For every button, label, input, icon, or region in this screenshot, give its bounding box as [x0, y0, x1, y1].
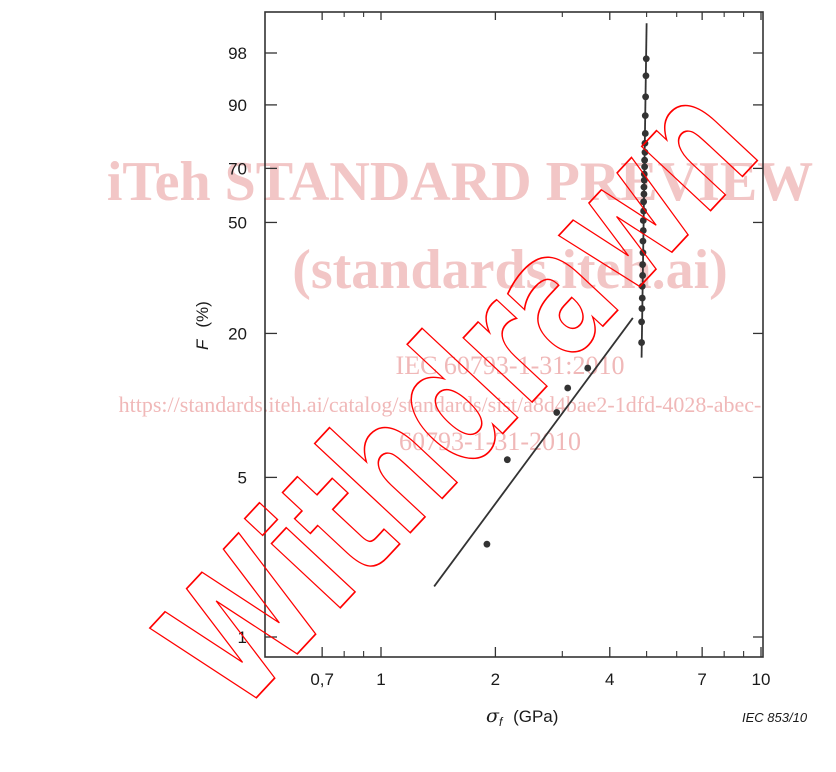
y-tick-label: 5 [238, 468, 247, 487]
data-point [641, 148, 649, 156]
data-point [639, 227, 647, 234]
data-point [640, 190, 648, 198]
data-point [639, 272, 646, 279]
data-point [641, 156, 649, 164]
watermark-line1: iTeh STANDARD PREVIEW [107, 151, 813, 213]
data-point [564, 384, 572, 392]
plot-frame [264, 11, 764, 658]
y-tick-label: 1 [238, 628, 247, 647]
data-point [638, 318, 645, 326]
data-point [641, 112, 649, 120]
watermark: iTeh STANDARD PREVIEW (standards.iteh.ai… [107, 151, 813, 456]
data-point [640, 183, 648, 191]
data-point [584, 364, 592, 372]
data-point [553, 409, 561, 416]
data-point [640, 198, 648, 206]
data-point [503, 456, 511, 464]
data-point [642, 93, 650, 101]
x-axis-symbol: σ [486, 705, 500, 727]
x-axis-subscript: f [499, 715, 504, 729]
x-tick-label: 2 [491, 670, 500, 689]
watermark-line5: 60793-1-31-2010 [399, 427, 581, 456]
x-tick-label: 7 [697, 670, 706, 689]
y-tick-label: 70 [228, 159, 247, 178]
data-point [638, 294, 646, 302]
data-point [641, 139, 649, 147]
y-axis-ticks: 1 5 20 50 70 90 98 [228, 44, 763, 647]
fit-line [433, 317, 634, 587]
figure-ref: IEC 853/10 [742, 710, 808, 725]
x-axis-unit: (GPa) [513, 707, 558, 726]
data-point [639, 261, 646, 268]
y-tick-label: 50 [228, 213, 247, 232]
data-point [641, 163, 649, 171]
data-point [638, 282, 646, 290]
x-tick-label: 0,7 [310, 670, 334, 689]
data-point [641, 130, 649, 137]
data-point [642, 55, 650, 63]
data-point [483, 540, 491, 548]
x-tick-label: 1 [376, 670, 385, 689]
data-point [640, 176, 648, 184]
y-axis-symbol: F [193, 338, 212, 350]
y-tick-label: 20 [228, 324, 247, 343]
y-tick-label: 98 [228, 44, 247, 63]
x-axis-label: σf (GPa) [486, 705, 558, 729]
data-point [638, 339, 645, 346]
watermark-line2: (standards.iteh.ai) [292, 239, 728, 301]
data-point [639, 249, 647, 257]
data-point [640, 207, 648, 215]
x-tick-label: 4 [605, 670, 614, 689]
data-points [483, 55, 650, 548]
data-point [638, 305, 646, 312]
data-point [642, 72, 650, 80]
data-point [639, 237, 647, 245]
x-tick-label: 10 [752, 670, 771, 689]
y-tick-label: 90 [228, 96, 247, 115]
y-axis-label: F (%) [193, 301, 212, 350]
watermark-line4: https://standards.iteh.ai/catalog/standa… [119, 392, 762, 417]
data-point [640, 170, 648, 178]
x-axis-ticks: 0,7 1 2 4 7 10 [310, 12, 770, 689]
y-axis-unit: (%) [193, 301, 212, 327]
data-point [639, 217, 647, 224]
